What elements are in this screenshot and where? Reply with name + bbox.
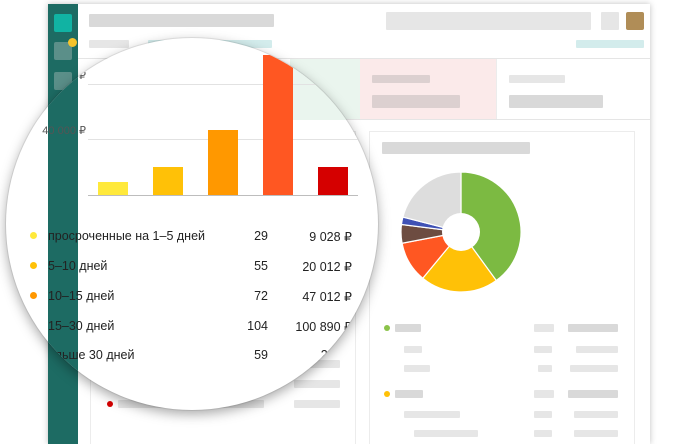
pie-slice[interactable] (460, 171, 522, 282)
legend-label (395, 390, 423, 398)
pie-hole (442, 213, 480, 251)
list-amount (294, 360, 340, 368)
legend-sublabel (414, 430, 478, 437)
legend-sublabel (404, 411, 460, 418)
card-title (382, 142, 530, 154)
row-color-dot (30, 262, 37, 269)
legend-count (534, 346, 552, 353)
list-amount (294, 400, 340, 408)
row-count: 55 (254, 259, 268, 273)
legend-dot (384, 391, 390, 397)
row-label: 15–30 дней (48, 319, 115, 333)
legend-count (534, 324, 554, 332)
y-tick-label: 40 000 ₽ (42, 125, 86, 138)
row-amount: 100 890 ₽ (295, 320, 352, 334)
gridline (88, 83, 358, 85)
legend-amount (574, 411, 618, 418)
avatar[interactable] (626, 12, 644, 30)
legend-count (534, 430, 552, 437)
legend-count (534, 390, 554, 398)
y-tick-label: 80 000 ₽ (42, 69, 86, 82)
sidebar (48, 38, 78, 410)
bar-5-10-days[interactable] (153, 167, 183, 195)
summary-value (509, 95, 603, 108)
bar-10-15-days[interactable] (208, 129, 238, 195)
chart-baseline (88, 195, 358, 196)
legend-sublabel (404, 346, 422, 353)
action-link[interactable] (576, 40, 644, 48)
bar-1-5-days[interactable] (98, 182, 128, 195)
row-amount: 47 012 ₽ (302, 290, 352, 304)
legend-amount (570, 365, 618, 372)
legend-amount (574, 430, 618, 437)
settings-icon[interactable] (601, 12, 619, 30)
bar-15-30-days[interactable] (263, 55, 293, 195)
summary-value (372, 95, 460, 108)
list-dot (107, 401, 113, 407)
summary-label (509, 75, 565, 83)
app-logo-icon[interactable] (54, 14, 72, 32)
row-label: ольше 30 дней (48, 348, 135, 362)
row-count: 72 (254, 289, 268, 303)
legend-dot (384, 325, 390, 331)
row-count: 59 (254, 348, 268, 362)
summary-tile-overdue[interactable] (360, 59, 496, 119)
legend-amount (568, 324, 618, 332)
row-amount: 9 028 ₽ (309, 230, 352, 244)
row-label: просроченные на 1–5 дней (48, 229, 206, 243)
row-label: 10–15 дней (48, 289, 115, 303)
tab-placeholder[interactable] (89, 40, 129, 48)
header-divider (78, 58, 650, 59)
magnifier-lens: 40 000 ₽ 80 000 ₽ просроченные на 1–5 дн… (6, 38, 378, 410)
search-input[interactable] (386, 12, 591, 30)
row-color-dot (30, 292, 37, 299)
row-count: 104 (247, 319, 268, 333)
pie-slice[interactable] (402, 171, 462, 233)
legend-count (538, 365, 552, 372)
tiles-divider (78, 119, 650, 120)
list-amount (294, 380, 340, 388)
row-color-dot (30, 232, 37, 239)
legend-count (534, 411, 552, 418)
bar-over-30-days[interactable] (318, 166, 348, 195)
pie-chart (400, 171, 522, 293)
page-title (89, 14, 274, 27)
summary-label (372, 75, 430, 83)
legend-amount (568, 390, 618, 398)
row-label: 5–10 дней (48, 259, 108, 273)
row-count: 29 (254, 229, 268, 243)
summary-tile[interactable] (496, 59, 650, 119)
summary-tile (290, 58, 362, 120)
row-amount: 20 20 (320, 348, 352, 362)
row-amount: 20 012 ₽ (302, 260, 352, 274)
legend-sublabel (404, 365, 430, 372)
legend-label (395, 324, 421, 332)
legend-amount (576, 346, 618, 353)
pie-slice[interactable] (421, 231, 498, 293)
